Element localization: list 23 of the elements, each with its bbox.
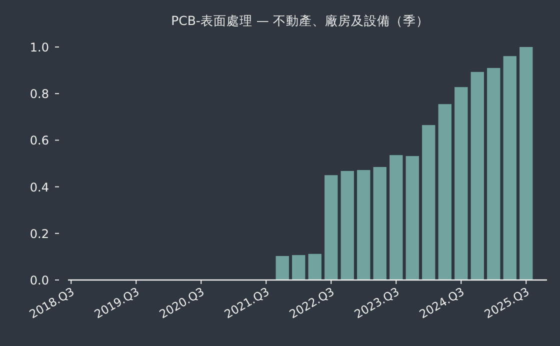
- bar: [406, 156, 419, 280]
- y-tick-label: 0.4: [30, 180, 49, 194]
- bar: [470, 72, 484, 280]
- y-tick-label: 1.0: [30, 40, 49, 54]
- y-tick-label: 0.8: [30, 87, 49, 102]
- bar: [324, 175, 338, 280]
- y-tick-label: 0.0: [30, 274, 49, 288]
- bar: [276, 256, 289, 280]
- bar: [390, 155, 403, 280]
- bar: [292, 255, 306, 280]
- bar: [520, 47, 533, 280]
- bar: [340, 170, 354, 280]
- bar: [454, 87, 468, 280]
- bar: [373, 166, 386, 280]
- bar: [487, 68, 500, 280]
- chart-title: PCB-表面處理 — 不動產、廠房及設備（季）: [171, 13, 429, 28]
- bar: [308, 254, 322, 280]
- y-tick-label: 0.6: [30, 134, 49, 148]
- bar: [438, 104, 452, 280]
- bar: [503, 56, 516, 280]
- bar: [357, 170, 370, 280]
- bar: [422, 125, 436, 280]
- y-tick-label: 0.2: [30, 226, 49, 241]
